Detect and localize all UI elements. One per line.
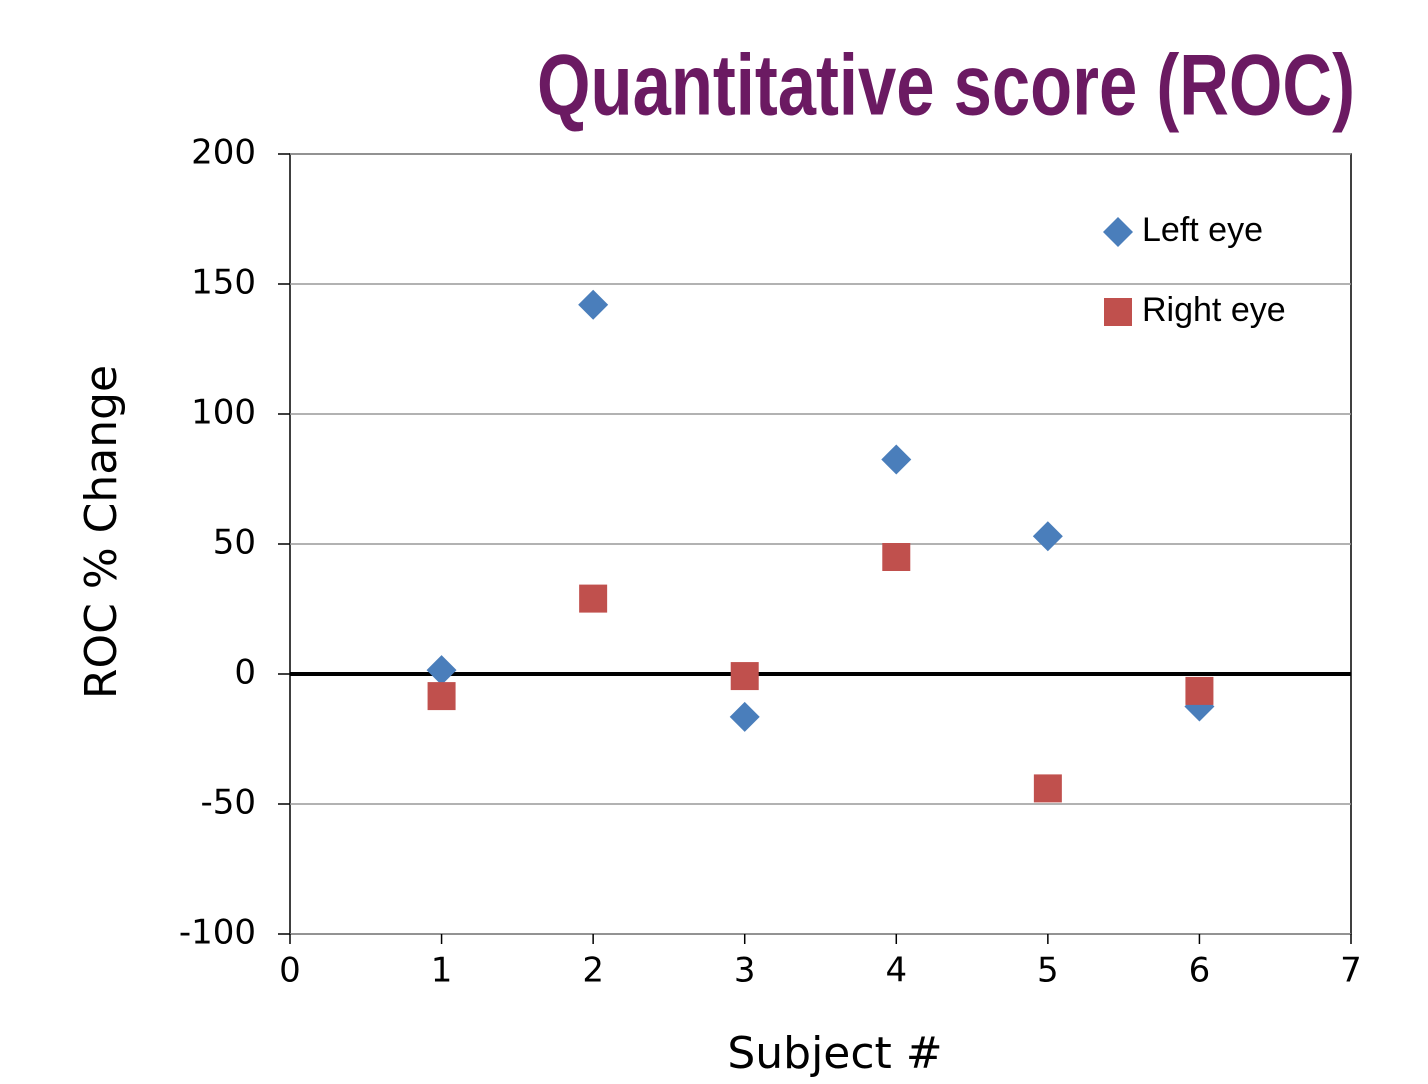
y-tick-label: 200: [191, 133, 256, 173]
x-tick-label: 3: [734, 951, 756, 991]
x-tick-label: 0: [279, 951, 301, 991]
point: [882, 543, 911, 571]
legend-marker: [1104, 298, 1132, 326]
legend-marker: [1103, 217, 1133, 247]
y-tick-label: -50: [200, 783, 256, 823]
point: [426, 655, 457, 686]
legend-label: Left eye: [1142, 211, 1263, 249]
point: [730, 662, 759, 691]
x-tick-label: 4: [885, 951, 907, 991]
x-axis-label: Subject #: [727, 1028, 942, 1079]
x-tick-label: 1: [431, 951, 453, 991]
point: [427, 682, 456, 711]
point: [578, 289, 609, 320]
y-tick-label: -100: [179, 913, 256, 953]
x-tick-label: 7: [1340, 951, 1362, 991]
point: [1032, 521, 1063, 552]
y-tick-label: 150: [191, 263, 256, 303]
x-tick-label: 6: [1189, 951, 1211, 991]
y-tick-label: 50: [213, 523, 256, 563]
y-tick-label: 100: [191, 393, 256, 433]
point: [1185, 676, 1214, 705]
point: [1033, 774, 1062, 803]
y-tick-label: 0: [234, 653, 256, 693]
x-tick-label: 2: [582, 951, 604, 991]
chart-title: Quantitative score (ROC): [537, 37, 1355, 133]
legend-label: Right eye: [1142, 291, 1286, 329]
point: [729, 701, 760, 732]
point: [881, 444, 912, 475]
point: [579, 584, 608, 613]
y-axis-label: ROC % Change: [76, 365, 127, 699]
x-tick-label: 5: [1037, 951, 1059, 991]
